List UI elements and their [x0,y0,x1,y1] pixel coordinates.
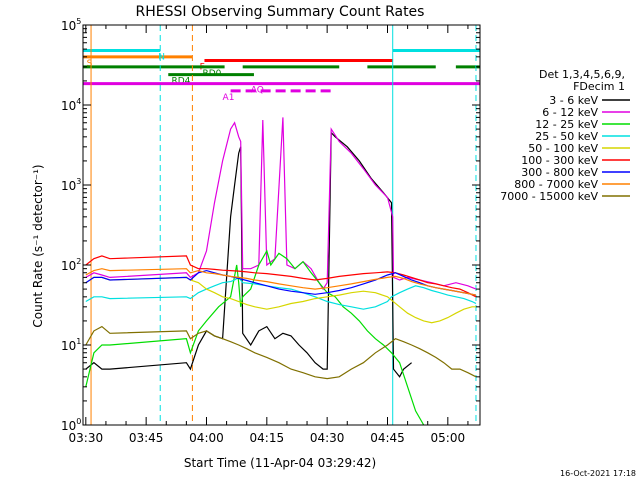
series-line-12-25-kev [85,249,425,426]
series-line-6-12-kev [85,117,477,291]
y-tick-label: 105 [61,17,81,33]
flag-label-aq: AQ [251,86,264,96]
x-tick-label: 04:00 [189,431,224,445]
y-tick-exponent: 4 [76,97,81,106]
x-axis: 03:30 03:45 04:00 04:15 04:30 04:45 05:00 [69,25,469,445]
y-tick-label: 102 [61,257,81,273]
series-line-800-7000-kev [85,268,477,296]
x-tick-label: 05:00 [431,431,466,445]
legend-entry-label: 3 - 6 keV [549,94,598,107]
series-line-3-6-kev [85,131,412,378]
y-axis-label: Count Rate (s⁻¹ detector⁻¹) [31,164,45,327]
data-series [85,117,477,426]
y-tick-label: 103 [61,177,81,193]
y-tick-exponent: 1 [76,337,81,346]
x-tick-label: 04:30 [310,431,345,445]
flag-label-rd4: RD4 [171,77,190,87]
legend-entry-label: 100 - 300 keV [521,154,598,167]
legend-entry-label: 800 - 7000 keV [514,178,598,191]
legend-header: Det 1,3,4,5,6,9, [539,68,625,81]
legend-entry-label: 6 - 12 keV [542,106,598,119]
flag-label-s: S [87,59,93,69]
y-tick-exponent: 5 [76,17,81,26]
chart-title: RHESSI Observing Summary Count Rates [136,4,425,20]
legend-entry-label: 12 - 25 keV [535,118,598,131]
flag-label-a1: A1 [223,93,235,103]
generation-timestamp: 16-Oct-2021 17:18 [560,469,636,478]
y-tick-exponent: 3 [76,177,81,186]
plot-frame [82,24,481,426]
observing-flags: SNFRD0RD4AQA1 [83,49,480,103]
legend-entry-label: 7000 - 15000 keV [500,190,598,203]
y-tick-label: 101 [61,337,81,353]
x-tick-label: 03:30 [69,431,104,445]
legend-entry-label: 300 - 800 keV [521,166,598,179]
y-tick-label: 104 [61,97,81,113]
y-tick-exponent: 2 [76,257,81,266]
x-axis-label: Start Time (11-Apr-04 03:29:42) [184,456,376,470]
legend-header: FDecim 1 [573,80,625,93]
x-tick-label: 04:45 [370,431,405,445]
x-tick-label: 03:45 [129,431,164,445]
series-line-7000-15000-kev [85,325,477,380]
legend-entry-label: 25 - 50 keV [535,130,598,143]
series-line-100-300-kev [85,255,477,298]
series-line-50-100-kev [85,276,476,324]
y-tick-exponent: 0 [76,417,81,426]
x-tick-label: 04:15 [250,431,285,445]
flag-label-n: N [158,53,165,63]
legend-entry-label: 50 - 100 keV [528,142,598,155]
